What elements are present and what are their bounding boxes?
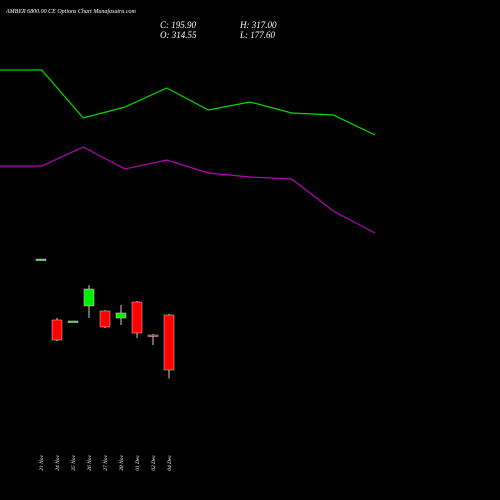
close-label: C: 195.90 [160,20,197,30]
low-label: L: 177.60 [239,30,276,40]
x-tick-label: 01 Dec [135,454,141,470]
x-tick-label: 25 Nov [71,454,77,470]
candle-body [67,320,79,323]
candle-body [147,334,159,337]
x-tick-label: 26 Nov [87,454,93,470]
open-label: O: 314.55 [160,30,197,40]
candle-body [131,301,143,334]
indicator-line [0,69,376,136]
candle-body [83,288,95,307]
chart-title: AMBER 6800.00 CE Options Chart Munafasut… [5,8,136,15]
candle-body [99,310,111,328]
high-label: H: 317.00 [239,20,277,30]
x-tick-label: 24 Nov [54,454,61,470]
x-tick-label: 28 Nov [119,454,125,470]
indicator-line [0,146,376,234]
candle-body [163,314,175,371]
x-tick-label: 02 Dec [151,454,157,470]
x-tick-label: 27 Nov [103,454,109,470]
x-tick-label: 04 Dec [166,454,173,470]
candle-body [35,258,47,261]
candle-body [115,312,127,319]
x-tick-label: 21 Nov [39,454,45,470]
candle-body [51,319,63,341]
